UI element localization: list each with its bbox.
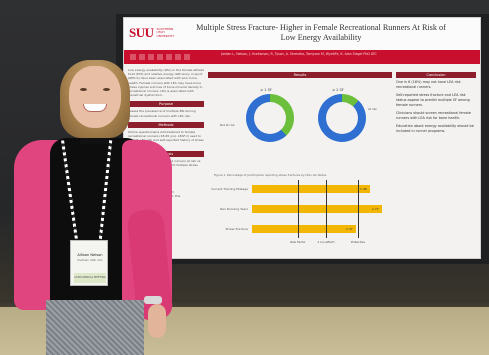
right-eye xyxy=(103,88,110,91)
bar xyxy=(252,225,356,233)
conclusion-bullet: Clinicians should screen recreational fe… xyxy=(396,111,471,120)
donut-chart-1: ≥ 1 SF Not at risk xyxy=(220,88,296,166)
methods-heading: Methods xyxy=(128,121,204,128)
results-heading: Results xyxy=(208,72,392,78)
face xyxy=(69,66,121,128)
reference-line xyxy=(326,180,327,238)
left-eye xyxy=(80,88,87,91)
purpose-heading: Purpose xyxy=(128,101,204,108)
university-logo: SUU SOUTHERN UTAH UNIVERSITY xyxy=(129,25,177,41)
bar-row: Stress Fracture 1.37 xyxy=(208,224,392,234)
poster-header: SUU SOUTHERN UTAH UNIVERSITY Multiple St… xyxy=(124,18,480,50)
bar-label: Current Training Mileage xyxy=(211,187,248,191)
bar-row: Ran Running Years 1.77 xyxy=(208,204,392,214)
logo-mark: SUU xyxy=(129,25,154,40)
axis-label: 1 (no effect) xyxy=(317,240,335,244)
badge-name: Allison Nelson xyxy=(77,253,103,257)
donut-2-label: ≥ 2 SF xyxy=(332,88,344,92)
poster-title: Multiple Stress Fracture- Higher in Fema… xyxy=(196,23,446,42)
research-poster: SUU SOUTHERN UTAH UNIVERSITY Multiple St… xyxy=(124,18,480,258)
badge-strip: ACSM ANNUAL MEETING xyxy=(74,273,106,283)
patterned-pants xyxy=(46,300,144,355)
bar-row: Current Training Mileage 1.48 xyxy=(208,184,392,194)
poster-middle-column: Results ≥ 1 SF Not at risk ≥ 2 SF At ris… xyxy=(208,68,392,254)
badge-affiliation: Southern Utah Univ xyxy=(77,259,103,262)
watch-icon xyxy=(144,296,162,304)
conclusion-bullet: One in 6 (16%) may not have LEA risk rec… xyxy=(396,80,461,89)
bar-value: 1.77 xyxy=(372,207,379,211)
odds-ratio-bars: Current Training Mileage 1.48 Ran Runnin… xyxy=(208,180,392,246)
bar xyxy=(252,185,370,193)
bar xyxy=(252,205,382,213)
axis-label: Protective xyxy=(350,240,366,244)
bar-label: Stress Fracture xyxy=(225,227,249,231)
reference-line xyxy=(358,180,359,238)
donut-1-label: ≥ 1 SF xyxy=(260,88,272,92)
conclusion-heading: Conclusion xyxy=(396,72,476,78)
donut-2-legend: At risk xyxy=(368,107,377,111)
bar-label: Ran Running Years xyxy=(220,207,248,211)
bar-value: 1.37 xyxy=(346,227,353,231)
donut-chart-2: ≥ 2 SF At risk xyxy=(308,88,377,166)
donut-1-legend: Not at risk xyxy=(220,123,235,127)
donut-2-ring xyxy=(318,94,366,142)
name-badge: Allison Nelson Southern Utah Univ ACSM A… xyxy=(70,240,108,286)
donut-charts: ≥ 1 SF Not at risk ≥ 2 SF At risk xyxy=(208,80,392,172)
intro-text: Low energy availability (LEA) in the fem… xyxy=(128,68,204,98)
author-bar: Jordan L, Nelson, J. Huntsman, R, Tyson,… xyxy=(124,50,480,64)
poster-right-column: Conclusion One in 6 (16%) may not have L… xyxy=(396,68,476,254)
figure-caption: Figure 1: Percentage of participants rep… xyxy=(214,173,327,177)
bar-value: 1.48 xyxy=(360,187,367,191)
conclusion-bullet: Education about energy availability shou… xyxy=(396,124,474,133)
right-hand xyxy=(148,304,166,338)
author-bar-decoration xyxy=(130,54,190,60)
poster-authors: Jordan L, Nelson, J. Huntsman, R, Tyson,… xyxy=(221,52,377,56)
axis-label: Risk Factor xyxy=(290,240,306,244)
donut-1-ring xyxy=(246,94,294,142)
purpose-text: Assess the prevalence of multiple BSI am… xyxy=(128,109,196,118)
reference-line xyxy=(298,180,299,238)
conclusion-bullet: Self-reported stress fracture and LEA ri… xyxy=(396,93,470,107)
logo-subtext: SOUTHERN UTAH UNIVERSITY xyxy=(156,26,175,38)
